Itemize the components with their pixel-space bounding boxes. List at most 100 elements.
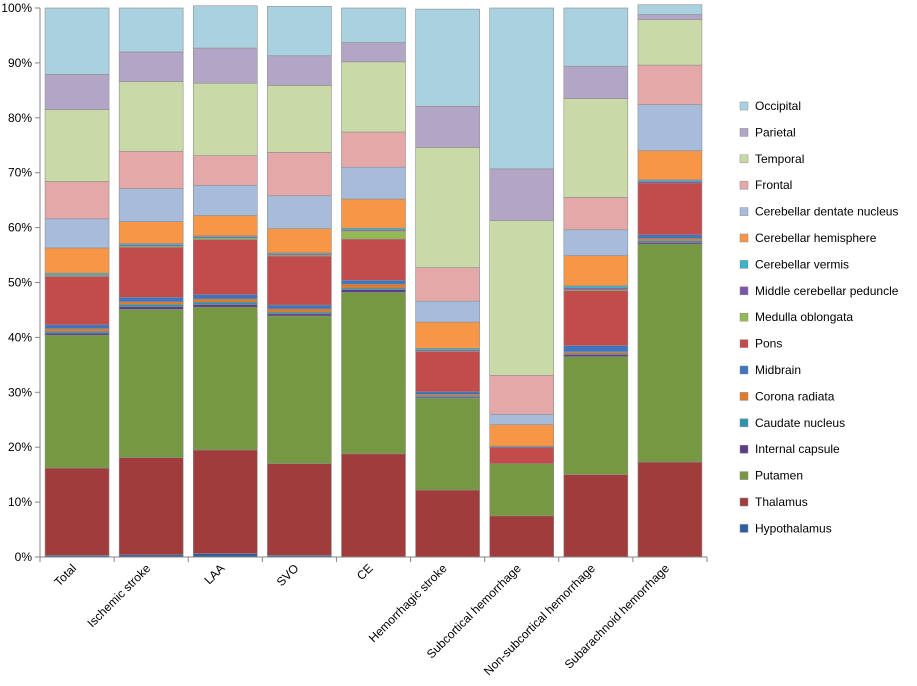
x-tick-label: LAA <box>201 561 227 587</box>
y-tick-label: 70% <box>8 166 32 180</box>
bar-segment <box>415 489 480 558</box>
bar-segment <box>415 8 480 107</box>
bar-segment <box>637 243 703 463</box>
bar-segment <box>563 345 629 352</box>
legend-swatch <box>739 497 749 507</box>
bar-segment <box>415 147 480 268</box>
bar-segment <box>637 4 703 15</box>
bar-segment <box>637 64 703 105</box>
legend-swatch <box>739 418 749 428</box>
bar-stack <box>415 8 480 558</box>
bar-segment <box>44 467 110 556</box>
bar-segment <box>489 168 555 221</box>
legend-swatch <box>739 471 749 480</box>
bar-stack <box>44 7 110 558</box>
bar-segment <box>192 449 258 555</box>
legend-label: Pons <box>755 337 782 351</box>
bar-segment <box>44 74 110 110</box>
legend-label: Corona radiata <box>755 389 835 403</box>
bar-stack <box>563 7 629 558</box>
bar-segment <box>118 306 184 310</box>
bar-segment <box>192 306 258 451</box>
legend-label: Hypothalamus <box>755 521 832 535</box>
legend-label: Putamen <box>755 469 803 483</box>
legend-swatch <box>739 524 749 533</box>
bar-segment <box>44 328 110 332</box>
bar-segment <box>489 413 555 425</box>
y-tick-label: 30% <box>8 385 32 399</box>
bar-segment <box>415 351 480 393</box>
legend-swatch <box>739 233 749 243</box>
legend-label: Occipital <box>755 99 801 113</box>
bar-stack <box>341 7 406 558</box>
bar-segment <box>563 98 629 198</box>
bar-segment <box>118 304 184 307</box>
bar-segment <box>563 290 629 346</box>
legend-item: Cerebellar vermis <box>739 257 849 271</box>
bar-segment <box>637 461 703 558</box>
legend-item: Pons <box>739 337 782 351</box>
bar-segment <box>637 19 703 66</box>
bar-stack <box>489 7 555 558</box>
x-tick-label: Hemorrhagic stroke <box>366 561 450 645</box>
bar-segment <box>267 308 332 313</box>
bar-segment <box>637 234 703 239</box>
bar-segment <box>118 309 184 458</box>
bar-segment <box>44 181 110 220</box>
bar-segment <box>192 239 258 295</box>
bar-segment <box>637 14 703 20</box>
bar-segment <box>341 292 406 455</box>
bar-segment <box>341 453 406 558</box>
bar-segment <box>341 230 406 240</box>
bar-segments <box>44 4 703 558</box>
bar-segment <box>563 356 629 475</box>
bar-segment <box>341 283 406 289</box>
y-tick-label: 40% <box>8 330 32 344</box>
bar-segment <box>563 229 629 256</box>
y-tick-label: 10% <box>8 495 32 509</box>
y-tick-label: 50% <box>8 276 32 290</box>
bar-segment <box>563 285 629 289</box>
bar-segment <box>341 131 406 168</box>
bar-segment <box>341 289 406 293</box>
legend-label: Caudate nucleus <box>755 416 845 430</box>
bar-segment <box>192 47 258 84</box>
bar-segment <box>118 150 184 189</box>
bar-segment <box>563 474 629 558</box>
legend-swatch <box>739 392 749 401</box>
y-tick-labels: 0% 10% 20% 30% 40% 50% 60% 70% 80% 90% 100% <box>1 1 40 564</box>
legend-label: Temporal <box>755 152 804 166</box>
legend-item: Midbrain <box>739 363 801 377</box>
bar-segment <box>563 255 629 287</box>
y-tick-label: 100% <box>1 1 32 15</box>
bar-segment <box>415 398 480 491</box>
bar-segment <box>118 221 184 244</box>
bar-segment <box>489 374 555 415</box>
bar-segment <box>192 82 258 156</box>
bar-segment <box>637 150 703 181</box>
y-tick-label: 90% <box>8 56 32 70</box>
y-tick-label: 20% <box>8 440 32 454</box>
legend-item: Temporal <box>739 152 804 166</box>
bar-segment <box>489 446 555 464</box>
bar-segment <box>415 105 480 148</box>
bar-stack <box>118 7 184 558</box>
bar-segment <box>118 81 184 152</box>
bar-segment <box>563 354 629 357</box>
bar-segment <box>44 332 110 336</box>
x-tick-label: SVO <box>274 561 302 589</box>
bar-segment <box>563 65 629 99</box>
bar-segment <box>415 391 480 395</box>
bar-segment <box>267 55 332 86</box>
bar-segment <box>341 279 406 285</box>
bar-segment <box>267 304 332 310</box>
bar-segment <box>341 7 406 43</box>
legend-item: Caudate nucleus <box>739 416 845 430</box>
bar-segment <box>489 515 555 558</box>
legend: Occipital Parietal Temporal Frontal Cerebell… <box>739 99 899 535</box>
legend-item: Frontal <box>739 178 792 192</box>
bar-segment <box>267 228 332 254</box>
bar-segment <box>44 109 110 182</box>
bar-segment <box>192 294 258 300</box>
